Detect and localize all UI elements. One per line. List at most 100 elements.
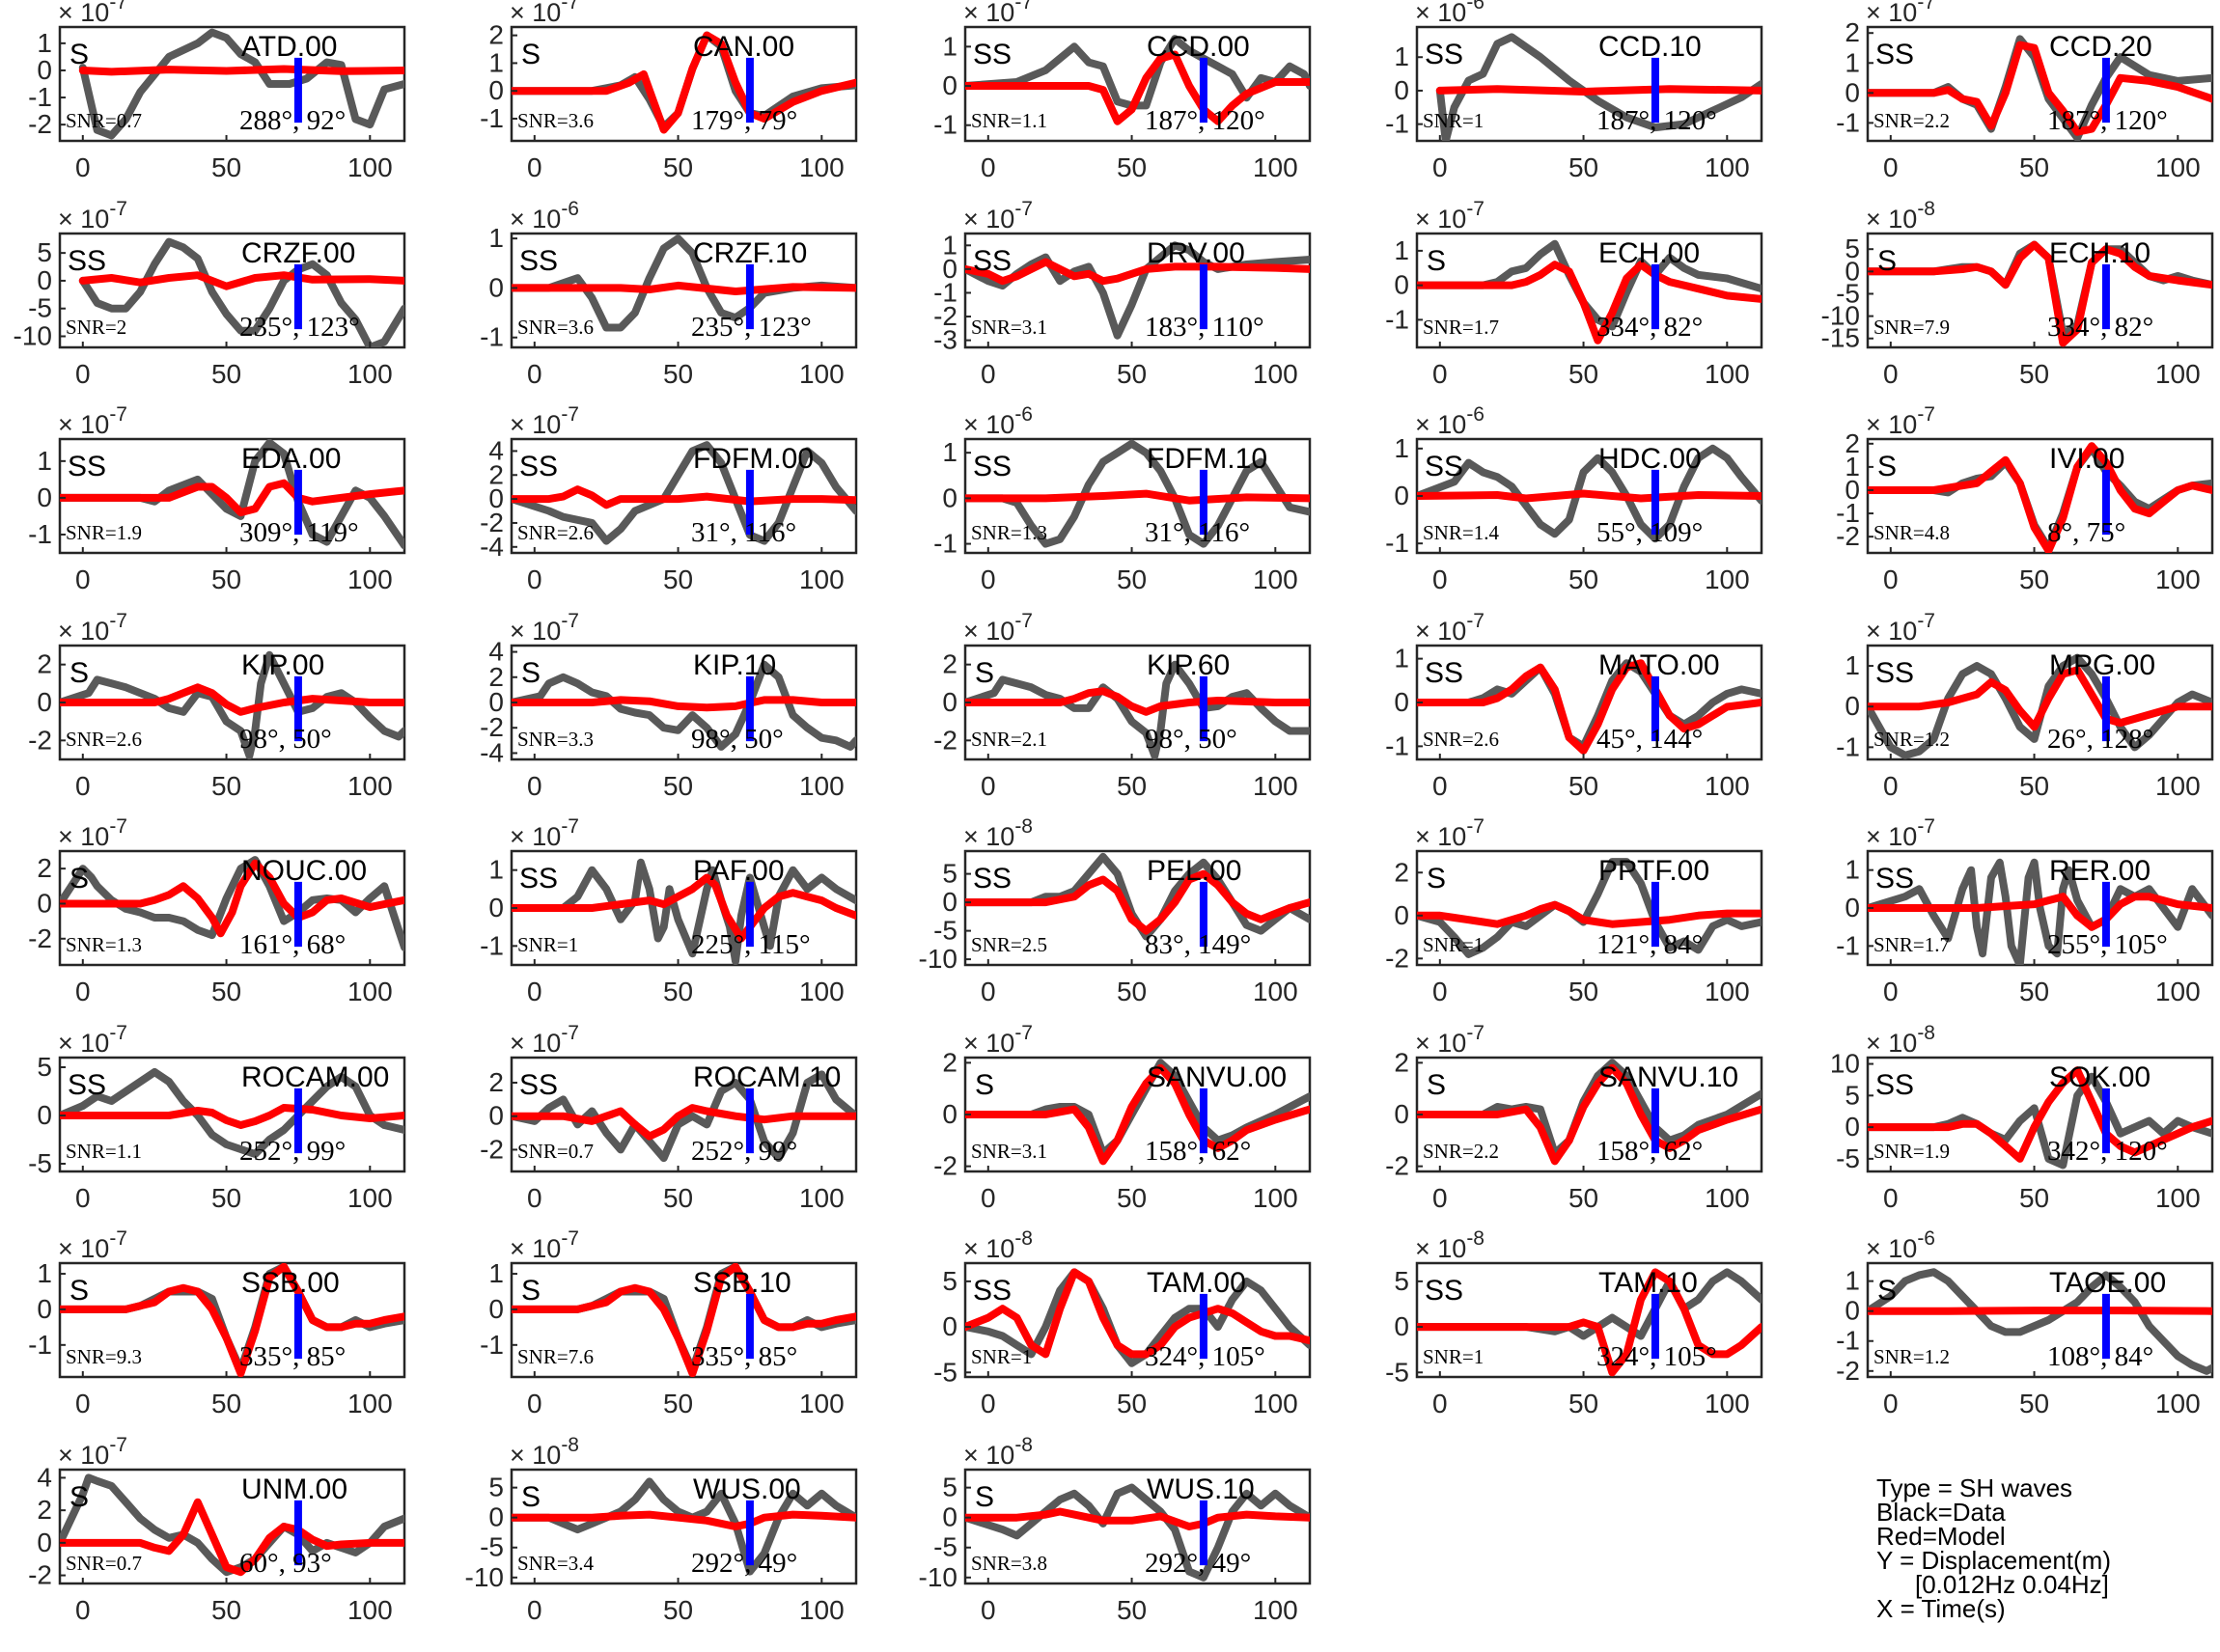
y-tick-label: -10: [919, 944, 957, 974]
y-tick-label: -1: [480, 930, 504, 960]
y-tick-label: 0: [37, 482, 52, 512]
phase-label: SS: [1875, 1069, 1914, 1101]
y-exponent-label: × 10-7: [1866, 815, 1935, 851]
data-trace: [60, 439, 404, 550]
x-tick-label: 50: [1117, 1595, 1147, 1625]
x-tick-label: 0: [75, 1389, 91, 1418]
y-exponent-label: × 10-6: [963, 403, 1033, 439]
exponent-value: -7: [1014, 0, 1033, 14]
x-tick-label: 100: [347, 771, 393, 801]
panel-rer-00: 0 50 100 1 0 -1 × 10-7 SS RER.00 SNR=1.7 255°, 105…: [1836, 815, 2214, 1006]
y-tick-label: 1: [488, 223, 504, 253]
station-label: CCD.10: [1598, 31, 1702, 63]
model-trace: [60, 1104, 404, 1129]
station-label: NOUC.00: [241, 855, 367, 887]
y-tick-label: -5: [1836, 1143, 1860, 1173]
y-exponent-label: × 10-8: [963, 815, 1033, 851]
model-trace: [60, 859, 404, 938]
y-exponent-label: × 10-7: [58, 610, 127, 646]
x-tick-label: 100: [1253, 359, 1298, 389]
y-exponent-label: × 10-7: [510, 403, 579, 439]
exponent-value: -7: [1466, 815, 1485, 838]
y-tick-label: 5: [488, 1473, 504, 1502]
station-label: KIP.60: [1147, 649, 1230, 681]
x-tick-label: 50: [211, 359, 241, 389]
y-tick-label: 5: [1394, 1266, 1409, 1296]
exponent-prefix: × 10: [1866, 1029, 1917, 1058]
azimuth-incidence-label: 335°, 85°: [691, 1341, 797, 1372]
station-label: TAM.10: [1598, 1267, 1698, 1299]
phase-label: S: [69, 1275, 89, 1307]
azimuth-incidence-label: 288°, 92°: [239, 105, 346, 136]
legend-band: [0.012Hz 0.04Hz]: [1915, 1570, 2109, 1599]
x-tick-label: 0: [981, 1183, 996, 1213]
x-tick-label: 100: [347, 977, 393, 1006]
exponent-prefix: × 10: [1415, 822, 1466, 851]
exponent-prefix: × 10: [1415, 0, 1466, 27]
x-tick-label: 50: [1117, 152, 1147, 182]
azimuth-incidence-label: 255°, 105°: [2047, 929, 2168, 960]
panel-ccd-10: 0 50 100 1 0 -1 × 10-6 SS CCD.10 SNR=1 187°, 120°: [1385, 0, 1763, 182]
y-tick-label: -2: [28, 725, 52, 755]
y-tick-label: 0: [1394, 1099, 1409, 1129]
exponent-value: -7: [1917, 0, 1935, 14]
x-tick-label: 50: [211, 1183, 241, 1213]
data-trace: [1868, 1072, 2212, 1170]
x-tick-label: 100: [799, 359, 845, 389]
phase-label: SS: [68, 451, 106, 482]
y-exponent-label: × 10-8: [1866, 1022, 1935, 1058]
phase-label: S: [521, 657, 541, 689]
snr-label: SNR=3.1: [971, 1140, 1047, 1163]
phase-label: S: [975, 657, 994, 689]
azimuth-incidence-label: 324°, 105°: [1145, 1341, 1265, 1372]
y-tick-label: 0: [37, 55, 52, 85]
y-exponent-label: × 10-6: [1415, 403, 1485, 439]
azimuth-incidence-label: 179°, 79°: [691, 105, 797, 136]
snr-label: SNR=1: [1423, 1345, 1484, 1368]
phase-label: SS: [68, 245, 106, 277]
y-tick-label: 2: [37, 649, 52, 679]
x-tick-label: 0: [527, 1389, 542, 1418]
exponent-prefix: × 10: [510, 1029, 561, 1058]
station-label: MATO.00: [1598, 649, 1720, 681]
azimuth-incidence-label: 45°, 144°: [1596, 724, 1703, 755]
y-tick-label: 0: [488, 483, 504, 513]
data-trace: [1417, 239, 1762, 331]
exponent-value: -7: [561, 403, 579, 426]
x-tick-label: 50: [211, 564, 241, 594]
x-tick-label: 100: [1705, 977, 1750, 1006]
legend-type: Type = SH waves: [1876, 1473, 2073, 1502]
legend-x: X = Time(s): [1876, 1594, 2006, 1623]
phase-label: SS: [519, 1069, 558, 1101]
exponent-value: -8: [1014, 815, 1033, 838]
y-exponent-label: × 10-6: [1866, 1227, 1935, 1263]
x-tick-label: 0: [981, 564, 996, 594]
azimuth-incidence-label: 187°, 120°: [2047, 105, 2168, 136]
model-trace: [965, 1268, 1310, 1359]
station-label: PAF.00: [693, 855, 785, 887]
phase-label: S: [69, 863, 89, 895]
y-tick-label: -2: [480, 712, 504, 742]
axes-box: [58, 232, 406, 349]
data-trace: [1435, 33, 1762, 141]
station-label: RER.00: [2049, 855, 2151, 887]
azimuth-incidence-label: 31°, 116°: [691, 517, 796, 548]
y-tick-label: -10: [465, 1562, 504, 1592]
azimuth-incidence-label: 26°, 128°: [2047, 724, 2153, 755]
phase-label: S: [975, 1069, 994, 1101]
y-exponent-label: × 10-7: [510, 1022, 579, 1058]
station-label: SANVU.10: [1598, 1061, 1738, 1093]
station-label: MPG.00: [2049, 649, 2155, 681]
x-tick-label: 50: [663, 1389, 693, 1418]
exponent-prefix: × 10: [1866, 410, 1917, 439]
y-tick-label: -2: [28, 109, 52, 139]
snr-label: SNR=1.7: [1423, 316, 1499, 339]
exponent-prefix: × 10: [58, 822, 109, 851]
azimuth-incidence-label: 98°, 50°: [239, 724, 332, 755]
legend-black: Black=Data: [1876, 1498, 2006, 1527]
